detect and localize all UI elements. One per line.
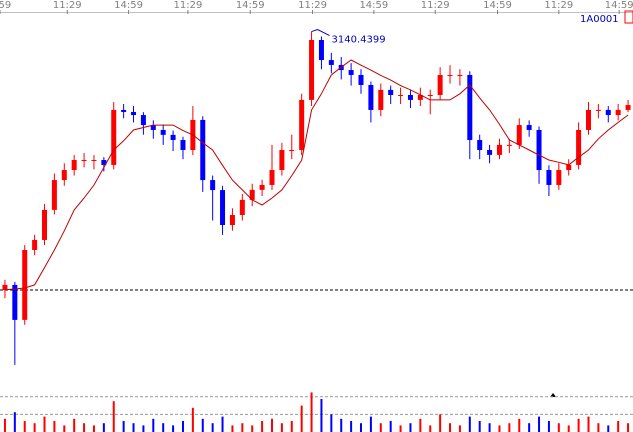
candle-body xyxy=(595,109,601,111)
x-tick-label: 14:59 xyxy=(236,0,265,11)
candle-body xyxy=(299,99,305,150)
candle-body xyxy=(22,249,28,320)
candle-body xyxy=(615,109,621,116)
candle-body xyxy=(368,84,374,110)
candle-body xyxy=(160,129,166,135)
candle-body xyxy=(51,180,57,210)
candle-body xyxy=(150,125,156,130)
symbol: 1A0001 xyxy=(580,14,619,25)
candle-body xyxy=(239,199,245,216)
candle-body xyxy=(536,129,542,171)
candle-body xyxy=(526,125,532,130)
candle-body xyxy=(121,109,127,112)
candle-body xyxy=(200,119,206,181)
candle-body xyxy=(496,144,502,155)
candle-body xyxy=(269,170,275,185)
candle-body xyxy=(378,89,384,110)
x-tick-label: 11:29 xyxy=(421,0,450,11)
candle-body xyxy=(477,139,483,150)
x-tick-label: 11:29 xyxy=(174,0,203,11)
candle-body xyxy=(259,184,265,190)
x-tick-label: 11:29 xyxy=(53,0,82,11)
x-tick-label: 11:29 xyxy=(544,0,573,11)
x-tick-label: 14:59 xyxy=(483,0,512,11)
candle-body xyxy=(328,60,334,65)
candle-body xyxy=(220,190,226,226)
candle-body xyxy=(605,109,611,116)
candle-body xyxy=(546,170,552,185)
annotation-leader xyxy=(311,29,330,36)
candle-body xyxy=(140,115,146,126)
symbol-box xyxy=(624,10,633,24)
candle-body xyxy=(12,284,18,320)
candle-body xyxy=(32,239,38,250)
candle-body xyxy=(309,40,315,100)
candle-body xyxy=(358,74,364,85)
candle-body xyxy=(42,209,48,240)
moving-average xyxy=(4,59,629,291)
candle-body xyxy=(318,40,324,61)
candle-body xyxy=(388,89,394,96)
candle-body xyxy=(467,74,473,140)
candle-body xyxy=(2,284,8,291)
candle-body xyxy=(111,109,117,165)
candle-body xyxy=(279,150,285,171)
marker xyxy=(550,393,556,397)
candle-body xyxy=(91,160,97,162)
candle-body xyxy=(556,170,562,185)
candle-body xyxy=(210,180,216,191)
candle-body xyxy=(516,125,522,145)
candle-body xyxy=(180,139,186,150)
candle-body xyxy=(101,160,107,165)
candle-body xyxy=(487,150,493,155)
x-tick-label: 14:59 xyxy=(359,0,388,11)
x-tick-label: 11:29 xyxy=(298,0,327,11)
x-tick-label: 4:59 xyxy=(0,0,11,11)
candle-body xyxy=(348,70,354,75)
candle-body xyxy=(447,74,453,76)
candle-body xyxy=(170,134,176,140)
x-tick-label: 14:59 xyxy=(605,0,633,11)
candle-body xyxy=(61,170,67,181)
candle-body xyxy=(289,150,295,151)
candle-body xyxy=(407,95,413,100)
candle-body xyxy=(506,144,512,146)
candle-body xyxy=(437,74,443,96)
candle-body xyxy=(457,74,463,76)
candle-body xyxy=(417,95,423,100)
candle-body xyxy=(427,95,433,97)
candle-body xyxy=(249,189,255,200)
annotation: 3140.4399 xyxy=(332,35,386,46)
candle-body xyxy=(585,109,591,130)
x-tick-label: 14:59 xyxy=(114,0,143,11)
candle-body xyxy=(398,95,404,97)
candle-body xyxy=(229,215,235,226)
candle-body xyxy=(71,160,77,171)
candle-body xyxy=(81,160,87,162)
candle-body xyxy=(566,164,572,171)
candle-body xyxy=(625,105,631,110)
candle-body xyxy=(131,111,137,116)
candle-body xyxy=(576,129,582,165)
